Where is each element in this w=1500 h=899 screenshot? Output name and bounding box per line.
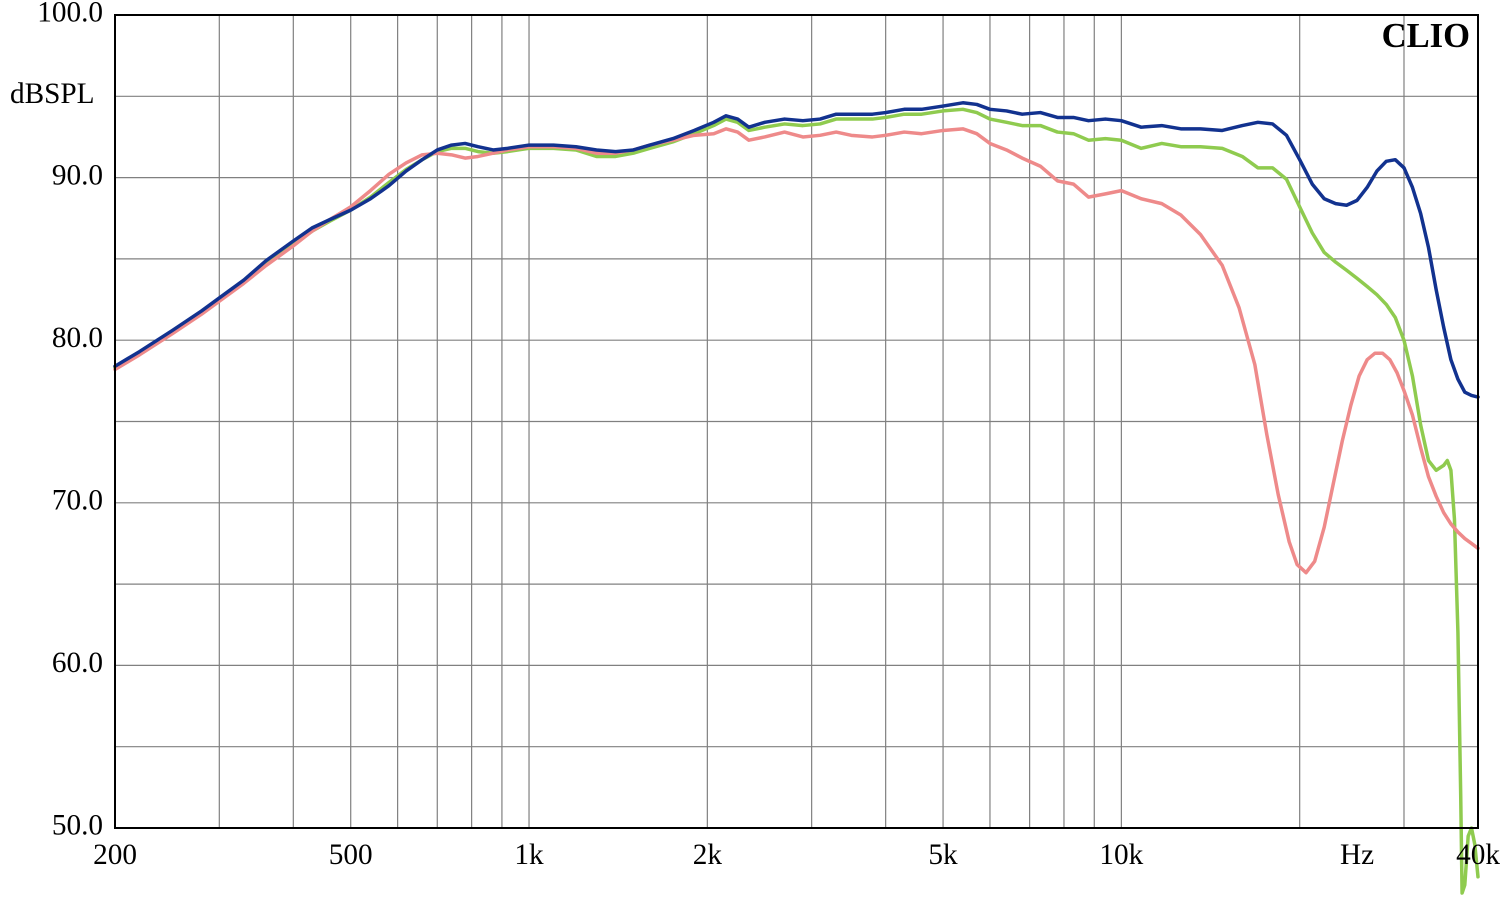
x-tick-label: 1k <box>514 839 544 871</box>
frequency-response-chart: 50.0 60.0 70.0 80.0 90.0 100.0 dBSPL 200 500 1k 2k… <box>0 0 1500 899</box>
x-tick-label: 40k <box>1456 839 1500 871</box>
chart-svg: 50.0 60.0 70.0 80.0 90.0 100.0 dBSPL 200 500 1k 2k… <box>0 0 1500 899</box>
brand-label: CLIO <box>1382 17 1470 55</box>
x-tick-label: 2k <box>693 839 723 871</box>
x-tick-label: 200 <box>93 839 137 871</box>
x-tick-label: 10k <box>1099 839 1143 871</box>
y-tick-label: 50.0 <box>52 810 103 842</box>
y-tick-label: 100.0 <box>37 0 103 29</box>
x-tick-label: 5k <box>928 839 958 871</box>
y-tick-label: 80.0 <box>52 322 103 354</box>
y-axis-unit-label: dBSPL <box>10 78 95 110</box>
y-tick-label: 90.0 <box>52 159 103 191</box>
x-tick-label: 500 <box>329 839 373 871</box>
x-axis-unit-label: Hz <box>1340 839 1374 871</box>
y-tick-label: 60.0 <box>52 647 103 679</box>
y-tick-label: 70.0 <box>52 485 103 517</box>
